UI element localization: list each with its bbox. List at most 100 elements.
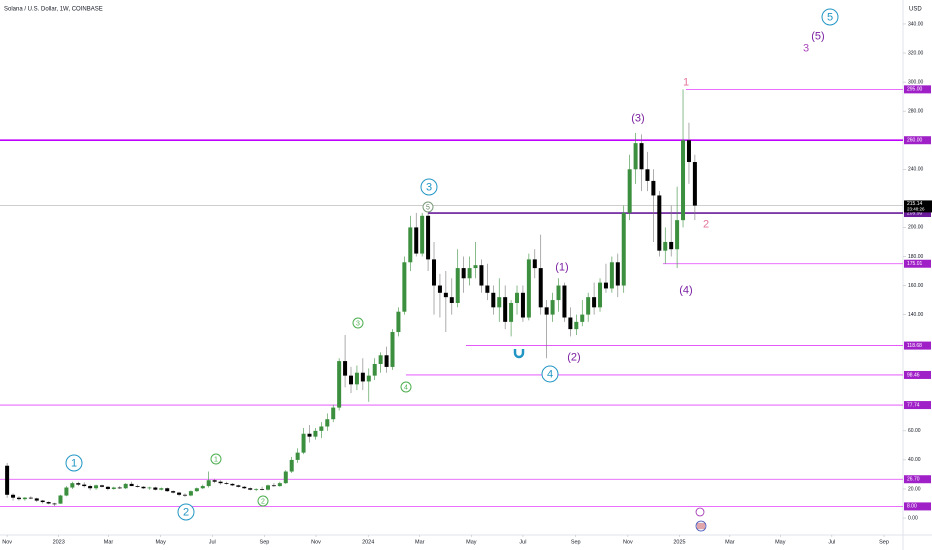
candle-body	[532, 259, 537, 269]
candle-body	[188, 491, 193, 496]
y-tick-label: 300.00	[908, 79, 924, 85]
x-tick-label: 2023	[53, 539, 65, 545]
current-price-label: 215.14	[907, 201, 923, 207]
level-tag	[904, 259, 931, 268]
x-tick-label: Mar	[104, 539, 114, 545]
level-tag	[904, 475, 931, 484]
wave-label: 3	[356, 320, 360, 327]
y-tick-label: 60.00	[908, 428, 921, 434]
candle-body	[331, 407, 336, 420]
candle-body	[675, 220, 680, 250]
candle-body	[615, 262, 620, 286]
wave-label-ring	[210, 453, 222, 465]
candle-body	[414, 227, 419, 254]
x-tick-label: 2025	[673, 539, 685, 545]
candle-body	[301, 433, 306, 453]
candle-body	[159, 488, 164, 490]
candle-body	[686, 140, 691, 163]
candle-body	[283, 471, 288, 484]
level-tag	[904, 341, 931, 350]
candle-body	[509, 302, 514, 322]
candle-body	[592, 297, 597, 308]
wave-label: (5)	[811, 30, 824, 42]
candle-body	[366, 375, 371, 382]
candle-body	[236, 485, 241, 487]
candle-body	[479, 265, 484, 286]
candle-body	[337, 361, 342, 408]
wave-label: (2)	[567, 351, 580, 363]
candle-body	[349, 375, 354, 385]
countdown-label: 23:48:26	[907, 207, 925, 212]
y-tick-label: 180.00	[908, 254, 924, 260]
candle-body	[105, 486, 110, 489]
candle-body	[260, 488, 265, 490]
x-tick-label: Jul	[519, 539, 526, 545]
x-tick-label: Sep	[879, 539, 889, 545]
candle-body	[70, 483, 75, 488]
y-tick-label: 200.00	[908, 225, 924, 231]
level-tag	[904, 209, 931, 218]
wave-label-ring	[352, 317, 364, 329]
y-tick-label: 280.00	[908, 108, 924, 114]
candle-body	[657, 195, 662, 251]
candle-body	[651, 180, 656, 196]
level-tag	[904, 370, 931, 379]
x-tick-label: Nov	[623, 539, 633, 545]
x-tick-label: Mar	[415, 539, 425, 545]
candle-body	[538, 268, 543, 308]
candle-body	[568, 317, 573, 330]
level-tag-label: 118.68	[907, 343, 922, 349]
wave-label: 4	[547, 368, 553, 380]
candle-body	[515, 292, 520, 303]
level-tag	[904, 401, 931, 410]
x-tick-label: May	[155, 539, 166, 545]
candle-body	[598, 282, 603, 308]
candle-body	[455, 268, 460, 303]
x-tick-label: Sep	[260, 539, 270, 545]
wave-label-ring	[257, 495, 269, 507]
wave-label: 1	[683, 76, 689, 88]
wave-label: 2	[261, 498, 265, 505]
candle-body	[313, 430, 318, 437]
candle-body	[5, 465, 10, 495]
wave-label: 2	[183, 506, 189, 518]
candle-body	[117, 487, 122, 489]
candle-body	[218, 481, 223, 484]
candle-body	[443, 292, 448, 298]
level-tag	[904, 136, 931, 145]
wave-label: 1	[71, 457, 77, 469]
candle-body	[343, 361, 348, 376]
wave-label: 5	[426, 204, 430, 211]
wave-label: 2	[703, 218, 709, 230]
candle-body	[248, 488, 253, 490]
candle-body	[135, 486, 140, 487]
candle-body	[354, 372, 359, 385]
wave-label-ring	[177, 503, 195, 521]
candle-body	[277, 483, 282, 487]
candle-body	[390, 332, 395, 367]
candle-body	[52, 503, 57, 505]
level-tag-label: 295.00	[907, 87, 923, 93]
candle-body	[34, 498, 39, 501]
candle-body	[461, 268, 466, 279]
magnet-icon	[513, 349, 525, 359]
candle-body	[384, 355, 389, 367]
candle-body	[99, 485, 104, 487]
y-tick-label: 340.00	[908, 21, 924, 27]
candle-body	[556, 285, 561, 301]
candle-body	[645, 169, 650, 181]
candle-body	[129, 483, 134, 487]
x-tick-label: May	[775, 539, 786, 545]
level-tag-label: 209.90	[907, 210, 923, 216]
candle-body	[153, 487, 158, 490]
candle-body	[11, 494, 16, 498]
wave-label: (4)	[679, 284, 692, 296]
candle-body	[633, 143, 638, 170]
candle-body	[46, 502, 51, 504]
candle-body	[586, 297, 591, 315]
candle-body	[40, 500, 45, 503]
candle-body	[426, 215, 431, 260]
level-tag-label: 8.00	[907, 504, 917, 510]
